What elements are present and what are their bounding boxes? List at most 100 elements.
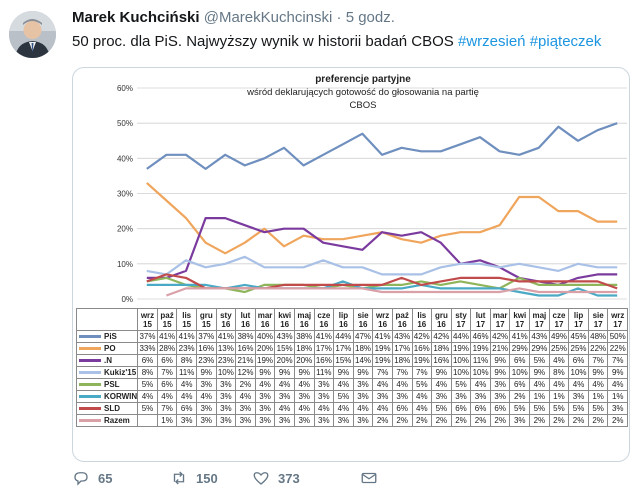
data-cell: 3%	[470, 390, 491, 403]
data-cell: 4%	[195, 390, 217, 403]
data-cell: 16%	[411, 342, 433, 355]
legend-entry: .N	[75, 354, 139, 367]
x-tick-year: 16	[378, 319, 388, 329]
like-button[interactable]: 373	[252, 469, 300, 487]
x-tick-month: sty	[220, 310, 232, 320]
legend-swatch	[79, 395, 101, 399]
x-tick-year: 16	[319, 319, 329, 329]
x-tick-month: kwi	[513, 310, 527, 320]
legend-swatch	[79, 359, 101, 363]
message-button[interactable]	[360, 469, 378, 487]
x-tick-label: cze 16	[313, 308, 335, 331]
data-cell: 16%	[431, 354, 452, 367]
data-cell	[137, 414, 158, 427]
data-cell: 23%	[215, 354, 237, 367]
data-cell: 20%	[293, 354, 315, 367]
data-cell: 1%	[587, 390, 609, 403]
data-cell: 20%	[254, 342, 276, 355]
data-cell: 50%	[607, 330, 629, 343]
x-tick-year: 16	[241, 319, 250, 329]
data-cell: 3%	[254, 414, 276, 427]
data-cell: 7%	[156, 402, 178, 415]
data-cell: 2%	[431, 414, 452, 427]
chart-image[interactable]: preferencje partyjne wśród deklarujących…	[72, 67, 630, 462]
x-tick-year: 16	[299, 319, 309, 329]
data-cell: 19%	[411, 354, 433, 367]
x-tick-label: lip 16	[333, 308, 354, 331]
data-cell: 4%	[548, 378, 570, 391]
data-cell: 19%	[450, 342, 472, 355]
x-tick-label: sty 16	[215, 308, 237, 331]
data-cell: 42%	[411, 330, 433, 343]
data-cell: 22%	[587, 342, 609, 355]
data-cell: 4%	[607, 378, 629, 391]
hashtag-piateczek[interactable]: #piąteczek	[529, 33, 602, 50]
x-tick-year: 15	[182, 319, 192, 329]
data-cell: 5%	[137, 402, 158, 415]
x-tick-year: 17	[515, 319, 525, 329]
data-cell: 43%	[529, 330, 550, 343]
tweet-text: 50 proc. dla PiS. Najwyższy wynik w hist…	[72, 33, 601, 50]
data-cell: 1%	[529, 390, 550, 403]
legend-label: PiS	[104, 332, 117, 341]
hashtag-wrzesien[interactable]: #wrzesień	[457, 33, 526, 50]
y-tick-label: 20%	[117, 225, 133, 234]
data-cell: 10%	[509, 366, 531, 379]
data-cell: 25%	[548, 342, 570, 355]
data-cell: 3%	[352, 414, 374, 427]
data-cell: 3%	[235, 414, 256, 427]
data-cell: 2%	[548, 414, 570, 427]
x-tick-label: lip 17	[568, 308, 589, 331]
data-cell: 1%	[156, 414, 178, 427]
x-tick-year: 17	[574, 319, 583, 329]
data-cell: 19%	[372, 354, 393, 367]
data-cell: 21%	[235, 354, 256, 367]
reply-button[interactable]: 65	[72, 469, 112, 487]
x-tick-label: sie 16	[352, 308, 374, 331]
table-row: SLD 5% 7% 6% 3% 3% 3% 3% 4% 4% 4% 4% 4% 4% 6% 4% 5% 6% 6% 6…	[75, 402, 629, 415]
data-cell: 6%	[391, 402, 413, 415]
x-tick-year: 15	[201, 319, 211, 329]
data-cell: 44%	[450, 330, 472, 343]
data-cell: 4%	[411, 402, 433, 415]
data-cell: 16%	[235, 342, 256, 355]
data-cell: 1%	[548, 390, 570, 403]
x-tick-label: sty 17	[450, 308, 472, 331]
x-tick-label: maj 16	[293, 308, 315, 331]
retweet-icon	[173, 471, 185, 485]
data-cell: 9%	[431, 366, 452, 379]
series-line-razem	[166, 287, 618, 297]
data-cell: 3%	[313, 414, 335, 427]
x-tick-month: paź	[395, 310, 409, 320]
data-cell: 43%	[274, 330, 295, 343]
chart-title: preferencje partyjne	[315, 74, 411, 85]
author-name[interactable]: Marek Kuchciński	[72, 9, 200, 26]
data-cell: 15%	[274, 342, 295, 355]
x-tick-label: cze 17	[548, 308, 570, 331]
data-cell: 8%	[137, 366, 158, 379]
data-cell: 6%	[470, 402, 491, 415]
tweet-time[interactable]: 5 godz.	[345, 9, 395, 26]
data-cell: 20%	[274, 354, 295, 367]
data-cell: 42%	[431, 330, 452, 343]
avatar[interactable]	[9, 11, 56, 58]
table-header-row: wrz 15 paź 15 lis 15 gru 15 sty 16 lut 16 mar 16 kwi 16…	[75, 308, 629, 331]
data-cell: 11%	[470, 354, 491, 367]
data-cell: 3%	[509, 414, 531, 427]
retweet-button[interactable]: 150	[170, 469, 218, 487]
x-tick-month: maj	[532, 310, 547, 320]
legend-label: .N	[104, 356, 112, 365]
data-cell: 9%	[489, 366, 511, 379]
x-tick-month: wrz	[611, 310, 625, 320]
envelope-icon	[361, 472, 377, 484]
data-cell: 19%	[470, 342, 491, 355]
y-tick-label: 50%	[117, 119, 133, 128]
data-cell: 2%	[470, 414, 491, 427]
author-handle[interactable]: @MarekKuchcinski	[203, 9, 333, 26]
data-cell: 47%	[352, 330, 374, 343]
data-cell: 6%	[489, 402, 511, 415]
table-row: Razem 1% 3% 3% 3% 3% 3% 3% 3% 3% 3% 3% 2% 2% 2% 2% 2% 2% 2…	[75, 414, 629, 427]
x-tick-label: wrz 17	[607, 308, 629, 331]
x-tick-year: 15	[143, 319, 152, 329]
data-cell: 41%	[509, 330, 531, 343]
